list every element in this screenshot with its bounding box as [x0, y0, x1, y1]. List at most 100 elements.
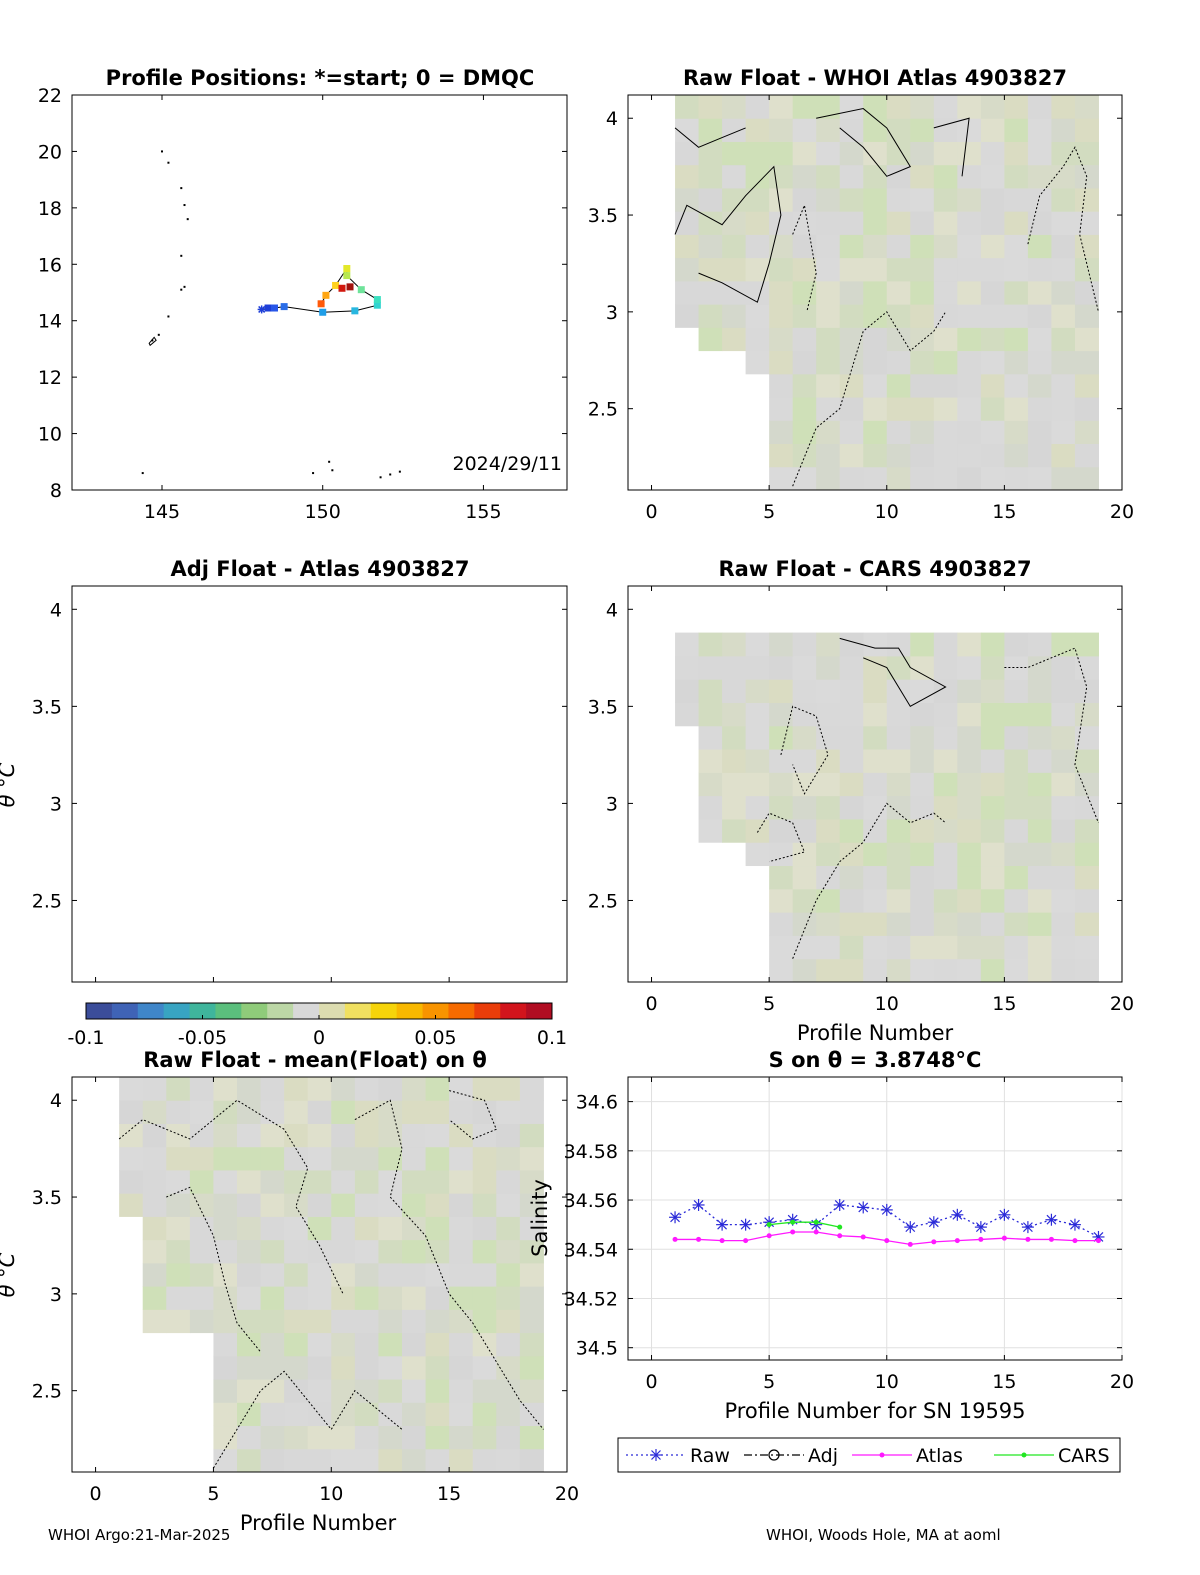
field-cell	[816, 749, 841, 773]
field-cell	[1074, 257, 1099, 282]
field-cell	[1004, 443, 1029, 468]
field-cell	[1074, 865, 1099, 890]
field-cell	[816, 397, 841, 421]
field-cell	[307, 1169, 332, 1194]
contour-line	[792, 802, 946, 959]
footer-left: WHOI Argo:21-Mar-2025	[48, 1526, 231, 1544]
star-stroke	[1070, 1219, 1080, 1230]
island	[167, 161, 170, 164]
field-cell	[449, 1332, 474, 1357]
field-cell	[980, 749, 1005, 773]
field-cell	[839, 935, 864, 960]
field-cell	[816, 725, 841, 750]
colorbar-cell	[137, 1003, 165, 1019]
field-cell	[722, 211, 747, 235]
field-cell	[142, 1100, 167, 1124]
field-cell	[886, 327, 911, 352]
field-cell	[1004, 865, 1029, 890]
colorbar-tick-label: 0	[313, 1027, 325, 1049]
contour-line	[166, 1186, 261, 1353]
field-cell	[237, 1332, 262, 1357]
field-cell	[1074, 118, 1099, 142]
contour-line	[933, 117, 970, 177]
field-cell	[910, 702, 935, 727]
field-cell	[769, 118, 794, 142]
field-cell	[863, 164, 888, 189]
x-tick-label: 20	[1110, 1371, 1134, 1393]
field-cell	[331, 1123, 356, 1148]
colorbar-tick-label: 0.1	[537, 1027, 567, 1049]
field-cell	[284, 1402, 309, 1427]
field-cell	[402, 1169, 427, 1194]
raw-cars-field	[675, 632, 1099, 983]
field-cell	[260, 1355, 285, 1380]
field-cell	[331, 1216, 356, 1241]
field-cell	[722, 632, 747, 657]
field-cell	[745, 842, 770, 867]
field-cell	[863, 865, 888, 890]
y-tick-label: 4	[50, 599, 62, 621]
field-cell	[307, 1123, 332, 1148]
field-cell	[378, 1146, 403, 1171]
field-cell	[331, 1146, 356, 1171]
dot-marker	[1095, 1238, 1101, 1244]
field-cell	[957, 912, 982, 936]
colorbar-cell	[500, 1003, 527, 1019]
field-cell	[449, 1379, 474, 1403]
field-cell	[957, 818, 982, 843]
field-cell	[378, 1169, 403, 1194]
field-cell	[675, 679, 700, 703]
field-cell	[745, 257, 770, 282]
field-cell	[886, 350, 911, 375]
y-tick-label: 20	[38, 141, 62, 163]
field-cell	[1027, 234, 1052, 259]
field-cell	[980, 935, 1005, 960]
field-cell	[166, 1146, 191, 1171]
field-cell	[1074, 702, 1099, 727]
field-cell	[886, 958, 911, 983]
y-tick-label: 14	[38, 311, 62, 333]
colorbar-cell	[293, 1003, 320, 1019]
colorbar-cell	[370, 1003, 398, 1019]
field-cell	[354, 1077, 379, 1101]
field-cell	[910, 118, 935, 142]
dot-marker	[837, 1224, 843, 1230]
field-cell	[1027, 141, 1052, 166]
field-cell	[237, 1239, 262, 1264]
colorbar-cell	[189, 1003, 216, 1019]
island	[180, 187, 183, 190]
field-cell	[284, 1169, 309, 1194]
field-cell	[402, 1216, 427, 1241]
field-cell	[1051, 749, 1076, 773]
field-cell	[839, 118, 864, 142]
field-cell	[142, 1309, 167, 1334]
field-cell	[119, 1146, 144, 1171]
field-cell	[472, 1077, 497, 1101]
field-cell	[378, 1123, 403, 1148]
field-cell	[745, 187, 770, 212]
field-cell	[792, 795, 817, 820]
field-cell	[1027, 935, 1052, 960]
dot-marker	[813, 1229, 819, 1235]
field-cell	[698, 655, 723, 680]
star-marker	[904, 1221, 917, 1234]
star-marker	[974, 1221, 987, 1234]
y-tick-label: 3.5	[32, 1187, 62, 1209]
field-cell	[722, 95, 747, 119]
adj-atlas-panel: Adj Float - Atlas 4903827 2.5 3 3.5 4 θ °C	[0, 557, 568, 983]
x-tick-label: 20	[555, 1483, 579, 1505]
field-cell	[792, 888, 817, 913]
field-cell	[698, 141, 723, 166]
field-cell	[792, 749, 817, 773]
island	[161, 150, 163, 153]
field-cell	[792, 187, 817, 212]
field-cell	[957, 958, 982, 983]
field-cell	[1074, 443, 1099, 468]
field-cell	[354, 1425, 379, 1450]
field-cell	[769, 702, 794, 727]
field-cell	[910, 420, 935, 445]
field-cell	[1074, 842, 1099, 867]
field-cell	[839, 373, 864, 398]
field-cell	[402, 1123, 427, 1148]
star-stroke	[717, 1219, 728, 1230]
